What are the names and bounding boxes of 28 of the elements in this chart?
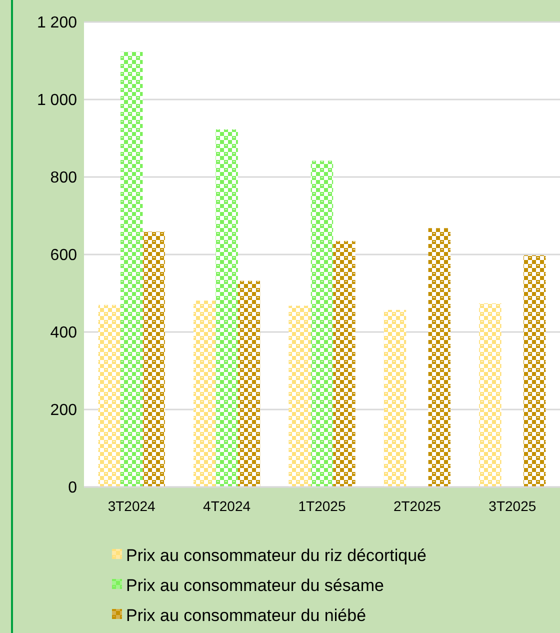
bar: [238, 280, 260, 487]
x-tick-label: 4T2024: [203, 498, 251, 514]
x-tick-label: 2T2025: [393, 498, 442, 514]
y-tick-label: 1 000: [36, 92, 78, 110]
bar: [524, 255, 546, 487]
legend-label: Prix au consommateur du sésame: [126, 576, 384, 595]
legend-label: Prix au consommateur du riz décortiqué: [126, 546, 426, 565]
x-tick-label: 3T2024: [108, 498, 156, 514]
bar: [193, 300, 216, 487]
y-tick-label: 400: [50, 324, 78, 342]
bar: [333, 240, 356, 487]
bar: [428, 228, 451, 487]
legend-label: Prix au consommateur du niébé: [126, 606, 366, 625]
y-tick-label: 200: [50, 402, 78, 420]
y-tick-label: 600: [50, 247, 78, 264]
x-tick-label: 3T2025: [488, 498, 536, 514]
bar: [120, 52, 143, 487]
bar: [98, 304, 120, 487]
bar: [216, 129, 238, 487]
bar: [142, 232, 165, 487]
bar: [384, 310, 406, 487]
y-tick-label: 800: [50, 170, 78, 187]
x-tick-label: 1T2025: [298, 498, 346, 514]
bar: [310, 160, 334, 487]
y-tick-label: 1 200: [36, 14, 78, 32]
bar: [288, 306, 311, 487]
bar: [479, 303, 502, 487]
y-tick-label: 0: [68, 480, 78, 497]
